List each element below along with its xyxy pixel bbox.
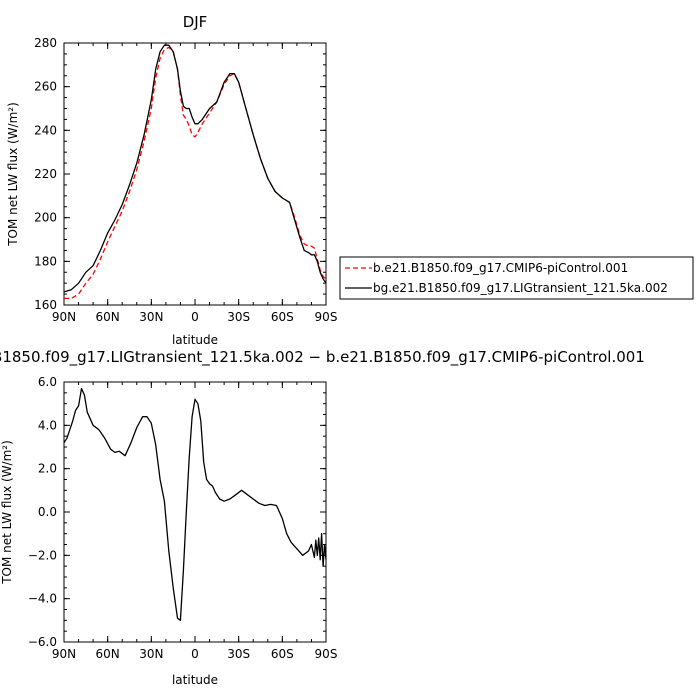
bottom-series-lines — [63, 387, 327, 621]
legend-label-picontrol: b.e21.B1850.f09_g17.CMIP6-piControl.001 — [373, 261, 628, 275]
bottom-y-tick-label: 0.0 — [38, 505, 57, 519]
bottom-x-tick-label: 30N — [139, 647, 163, 661]
bottom-y-tick-label: 2.0 — [38, 462, 57, 476]
bottom-plot-title: bg.e21.B1850.f09_g17.LIGtransient_121.5k… — [0, 348, 645, 367]
bottom-y-tick-label: −4.0 — [28, 592, 57, 606]
top-x-tick-label: 60N — [96, 310, 120, 324]
top-x-tick-label: 0 — [191, 310, 199, 324]
top-y-tick-label: 160 — [34, 298, 57, 312]
top-x-axis: 90N 60N 30N 0 30S 60S 90S — [52, 43, 338, 324]
top-y-axis: 160 180 200 220 240 260 280 — [34, 36, 326, 312]
bottom-panel: bg.e21.B1850.f09_g17.LIGtransient_121.5k… — [0, 348, 645, 687]
top-y-tick-label: 200 — [34, 211, 57, 225]
bottom-y-tick-label: 6.0 — [38, 375, 57, 389]
top-y-tick-label: 180 — [34, 254, 57, 268]
top-panel: DJF 160 180 200 220 240 260 280 90N 60N 30N 0 30S 6… — [6, 13, 337, 347]
top-x-tick-label: 60S — [271, 310, 294, 324]
top-y-tick-label: 220 — [34, 167, 57, 181]
legend: b.e21.B1850.f09_g17.CMIP6-piControl.001 … — [339, 256, 694, 300]
top-x-tick-label: 30N — [139, 310, 163, 324]
bottom-x-axis-label: latitude — [172, 673, 218, 687]
top-series-lines — [63, 44, 327, 300]
bottom-x-tick-label: 90N — [52, 647, 76, 661]
bottom-plot-frame — [63, 381, 327, 643]
top-series-line-0 — [64, 46, 327, 300]
top-y-tick-label: 280 — [34, 36, 57, 50]
legend-label-ligtransient: bg.e21.B1850.f09_g17.LIGtransient_121.5k… — [373, 281, 668, 295]
bottom-x-tick-label: 30S — [227, 647, 250, 661]
top-plot-title: DJF — [183, 13, 208, 31]
bottom-y-axis: 6.0 4.0 2.0 0.0 −2.0 −4.0 −6.0 — [28, 375, 326, 649]
bottom-y-tick-label: 4.0 — [38, 418, 57, 432]
top-x-tick-label: 90N — [52, 310, 76, 324]
top-y-tick-label: 240 — [34, 123, 57, 137]
bottom-series-line-0 — [63, 387, 327, 621]
top-plot-frame — [63, 42, 327, 306]
top-y-axis-label: TOM net LW flux (W/m²) — [6, 102, 20, 247]
legend-box — [339, 256, 694, 300]
bottom-x-tick-label: 60N — [96, 647, 120, 661]
bottom-y-tick-label: −2.0 — [28, 548, 57, 562]
top-y-tick-label: 260 — [34, 80, 57, 94]
bottom-x-axis: 90N 60N 30N 0 30S 60S 90S — [52, 382, 338, 661]
bottom-y-tick-label: −6.0 — [28, 635, 57, 649]
top-x-tick-label: 90S — [315, 310, 338, 324]
bottom-y-axis-label: TOM net LW flux (W/m²) — [0, 440, 14, 585]
bottom-x-tick-label: 90S — [315, 647, 338, 661]
bottom-x-tick-label: 0 — [191, 647, 199, 661]
top-x-axis-label: latitude — [172, 333, 218, 347]
bottom-x-tick-label: 60S — [271, 647, 294, 661]
top-series-line-1 — [63, 44, 327, 293]
top-x-tick-label: 30S — [227, 310, 250, 324]
